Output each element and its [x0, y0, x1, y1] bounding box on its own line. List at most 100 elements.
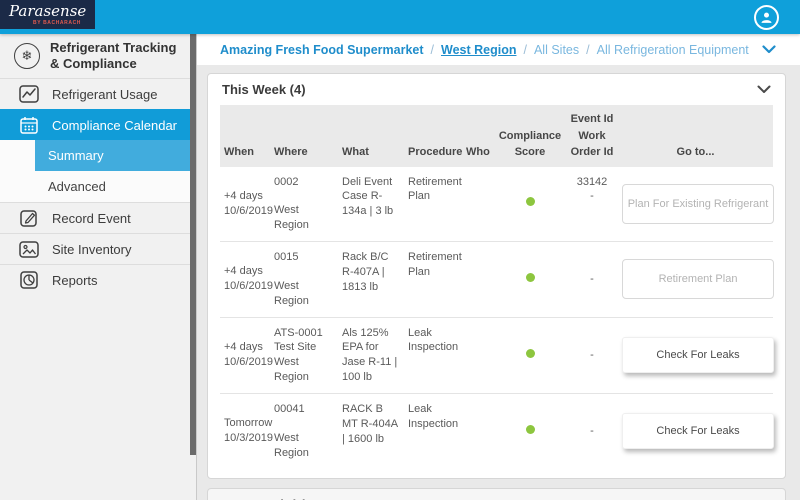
- where-cell: 0002 West Region: [270, 166, 338, 243]
- top-bar: Parasense BY BACHARACH: [0, 0, 800, 34]
- what-cell: Als 125% EPA for Jase R-11 | 100 lb: [338, 317, 404, 394]
- col-header-goto: Go to...: [618, 105, 773, 167]
- what-cell: Rack B/C R-407A | 1813 lb: [338, 241, 404, 318]
- compliance-score-indicator: [525, 424, 535, 434]
- where-cell: 0015 West Region: [270, 241, 338, 318]
- check-for-leaks-button[interactable]: Check For Leaks: [622, 337, 774, 374]
- submenu-item-label: Summary: [48, 148, 104, 163]
- events-table: When Where What Procedure Who Compliance…: [220, 105, 774, 468]
- breadcrumb-equipment[interactable]: All Refrigeration Equipment: [596, 42, 749, 57]
- check-for-leaks-button[interactable]: Check For Leaks: [622, 413, 774, 450]
- table-row: Tomorrow 10/3/2019 00041 West Region RAC…: [220, 393, 774, 468]
- user-account-button[interactable]: [754, 5, 779, 30]
- who-cell: [462, 317, 494, 394]
- breadcrumb-separator: /: [523, 42, 527, 57]
- goto-cell: Retirement Plan: [618, 241, 774, 318]
- sidebar-app-title: ❄ Refrigerant Tracking & Compliance: [0, 34, 196, 78]
- submenu-item-summary[interactable]: Summary: [35, 140, 196, 171]
- user-icon: [761, 12, 772, 23]
- who-cell: [462, 166, 494, 243]
- procedure-cell: Leak Inspection: [408, 402, 459, 430]
- edit-icon: [18, 209, 40, 227]
- reports-icon: [18, 271, 40, 289]
- breadcrumb-separator: /: [430, 42, 434, 57]
- when-cell: +4 days 10/6/2019: [220, 166, 273, 243]
- compliance-score-indicator: [525, 197, 535, 207]
- compliance-cell: [494, 166, 566, 243]
- breadcrumb-company[interactable]: Amazing Fresh Food Supermarket: [220, 42, 424, 57]
- breadcrumb: Amazing Fresh Food Supermarket / West Re…: [197, 34, 800, 65]
- what-cell: RACK B MT R-404A | 1600 lb: [342, 402, 398, 445]
- this-week-label: This Week (4): [222, 82, 306, 97]
- plan-for-existing-refrigerant-button[interactable]: Plan For Existing Refrigerant: [622, 183, 774, 224]
- sidebar-item-label: Refrigerant Usage: [52, 86, 158, 102]
- this-week-card: This Week (4) When Where What Procedure: [207, 73, 786, 480]
- table-row: +4 days 10/6/2019 0015 West Region Rack …: [220, 241, 774, 318]
- procedure-cell: Retirement Plan: [404, 166, 462, 243]
- compliance-cell: [494, 393, 566, 468]
- event-id-cell: -: [566, 241, 618, 318]
- procedure-cell: Retirement Plan: [404, 241, 462, 318]
- col-header-where: Where: [270, 105, 338, 167]
- sidebar-item-label: Reports: [52, 272, 98, 288]
- submenu-item-label: Advanced: [48, 179, 106, 194]
- sidebar-item-compliance-calendar[interactable]: Compliance Calendar: [0, 109, 196, 140]
- goto-cell: Check For Leaks: [618, 393, 774, 468]
- event-id-cell: 33142 -: [566, 166, 618, 243]
- main-area: Amazing Fresh Food Supermarket / West Re…: [197, 34, 800, 500]
- breadcrumb-separator: /: [586, 42, 590, 57]
- chevron-down-icon: [762, 45, 776, 54]
- sidebar-item-label: Site Inventory: [52, 241, 132, 257]
- calendar-summary-content: This Week (4) When Where What Procedure: [197, 65, 800, 500]
- procedure-cell: Leak Inspection: [404, 317, 462, 394]
- next-week-accordion-header[interactable]: Next Week (1): [208, 489, 785, 500]
- sidebar-item-label: Record Event: [52, 210, 131, 226]
- breadcrumb-region[interactable]: West Region: [441, 42, 517, 57]
- this-week-accordion-header[interactable]: This Week (4): [208, 74, 785, 105]
- line-chart-icon: [18, 85, 40, 103]
- col-header-procedure: Procedure: [404, 105, 462, 167]
- when-cell: +4 days 10/6/2019: [220, 241, 273, 318]
- where-cell: 00041 West Region: [274, 402, 309, 459]
- compliance-score-indicator: [525, 272, 535, 282]
- what-cell: Deli Event Case R-134a | 3 lb: [338, 166, 404, 243]
- who-cell: [462, 241, 494, 318]
- event-id-cell: -: [566, 317, 618, 394]
- sidebar-item-reports[interactable]: Reports: [0, 264, 196, 295]
- breadcrumb-dropdown-toggle[interactable]: [762, 45, 776, 54]
- col-header-who: Who: [462, 105, 494, 167]
- col-header-what: What: [338, 105, 404, 167]
- breadcrumb-sites[interactable]: All Sites: [533, 42, 580, 57]
- sidebar-item-site-inventory[interactable]: Site Inventory: [0, 233, 196, 264]
- compliance-cell: [494, 241, 566, 318]
- table-row: +4 days 10/6/2019 0002 West Region Deli …: [220, 166, 774, 243]
- sidebar-nav: ❄ Refrigerant Tracking & Compliance Refr…: [0, 34, 197, 500]
- sidebar-item-record-event[interactable]: Record Event: [0, 202, 196, 233]
- calendar-icon: [18, 116, 40, 134]
- event-id-cell: -: [590, 424, 594, 437]
- table-row: +4 days 10/6/2019 ATS-0001 Test Site Wes…: [220, 317, 774, 394]
- col-header-when: When: [220, 105, 270, 167]
- table-header-row: When Where What Procedure Who Compliance…: [220, 105, 773, 167]
- sidebar-scrollbar[interactable]: [190, 34, 196, 455]
- next-week-label: Next Week (1): [222, 497, 307, 500]
- who-cell: [462, 393, 494, 468]
- logo-wordmark: Parasense: [9, 1, 87, 20]
- logo-tagline: BY BACHARACH: [33, 19, 81, 26]
- sidebar-item-refrigerant-usage[interactable]: Refrigerant Usage: [0, 78, 196, 109]
- next-week-card: Next Week (1): [207, 488, 786, 500]
- when-cell: +4 days 10/6/2019: [220, 317, 273, 394]
- where-cell: ATS-0001 Test Site West Region: [270, 317, 338, 394]
- goto-cell: Plan For Existing Refrigerant: [618, 166, 774, 243]
- sidebar-item-label: Compliance Calendar: [52, 117, 178, 133]
- retirement-plan-button[interactable]: Retirement Plan: [622, 259, 774, 300]
- compliance-cell: [494, 317, 566, 394]
- submenu-item-advanced[interactable]: Advanced: [35, 171, 196, 202]
- goto-cell: Check For Leaks: [618, 317, 774, 394]
- parasense-logo: Parasense BY BACHARACH: [0, 0, 95, 29]
- col-header-event-id: Event Id Work Order Id: [566, 105, 618, 167]
- when-cell: Tomorrow 10/3/2019: [224, 417, 273, 445]
- snowflake-icon: ❄: [14, 43, 40, 69]
- compliance-calendar-submenu: Summary Advanced: [0, 140, 196, 202]
